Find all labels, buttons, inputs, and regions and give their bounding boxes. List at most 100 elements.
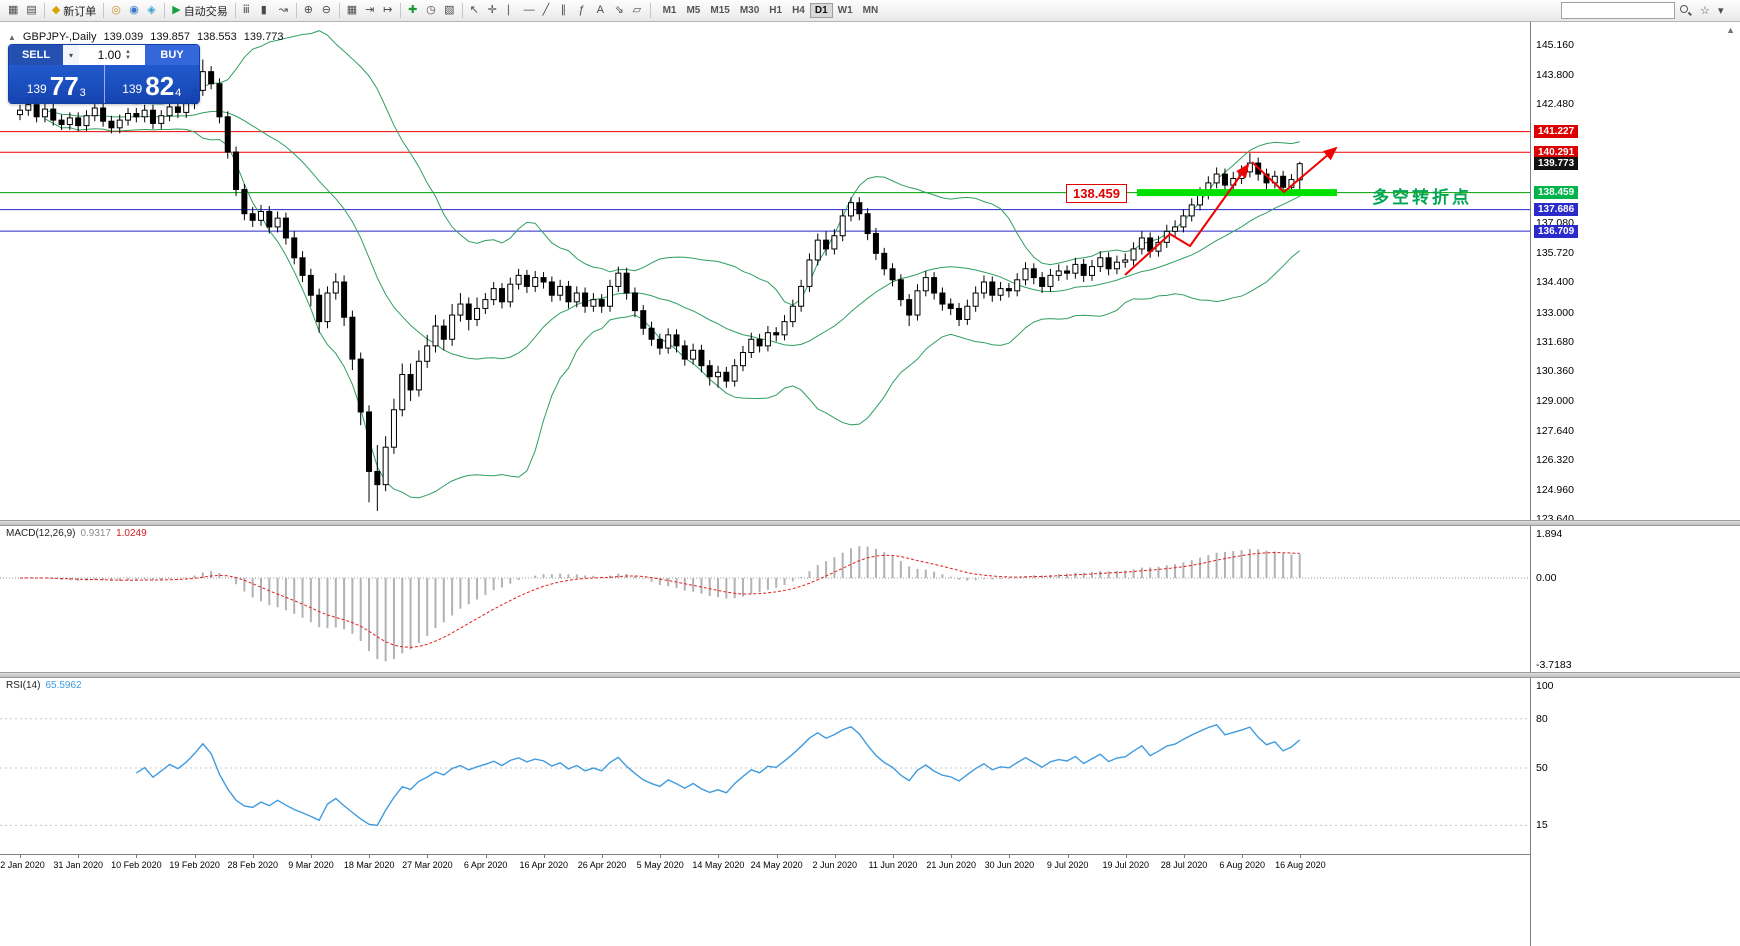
volume-box: ▲▼ bbox=[79, 45, 145, 65]
timeframe-m30[interactable]: M30 bbox=[735, 3, 764, 18]
auto-scroll-button[interactable]: ⇥ bbox=[361, 2, 379, 20]
support-price-label[interactable]: 138.459 bbox=[1066, 183, 1127, 203]
sell-price[interactable]: 139 77 3 bbox=[9, 65, 105, 103]
periods-button[interactable]: ◷ bbox=[422, 2, 440, 20]
date-label: 16 Apr 2020 bbox=[519, 860, 569, 870]
timeframe-m1[interactable]: M1 bbox=[658, 3, 682, 18]
buy-price[interactable]: 139 82 4 bbox=[105, 65, 200, 103]
rsi-panel[interactable] bbox=[0, 678, 1530, 854]
zoom-in-button[interactable]: ⊕ bbox=[300, 2, 318, 20]
date-label: 16 Aug 2020 bbox=[1275, 860, 1326, 870]
new-chart-button[interactable]: ▦ bbox=[4, 2, 22, 20]
timeframe-mn[interactable]: MN bbox=[858, 3, 884, 18]
shapes-button[interactable]: ▱ bbox=[629, 2, 647, 20]
fibonacci-button[interactable]: ƒ bbox=[575, 2, 593, 20]
search-input[interactable] bbox=[1561, 2, 1675, 19]
sell-button[interactable]: SELL bbox=[9, 45, 63, 65]
profiles-button[interactable]: ▤ bbox=[22, 2, 40, 20]
templates-button[interactable]: ▧ bbox=[440, 2, 458, 20]
volume-dropdown[interactable]: ▾ bbox=[63, 45, 80, 65]
date-label: 5 May 2020 bbox=[636, 860, 684, 870]
channel-button[interactable]: ∥ bbox=[557, 2, 575, 20]
ohlc-open: 139.039 bbox=[103, 31, 144, 43]
macd-panel[interactable] bbox=[0, 526, 1530, 672]
new-order-button[interactable]: ◆ 新订单 bbox=[48, 2, 100, 20]
macd-value: 0.9317 bbox=[80, 528, 112, 539]
date-label: 2 Jun 2020 bbox=[812, 860, 858, 870]
date-label: 26 Apr 2020 bbox=[577, 860, 627, 870]
line-chart-button[interactable]: ↝ bbox=[275, 2, 293, 20]
price-chart[interactable] bbox=[0, 22, 1530, 520]
market-watch-button[interactable]: ◎ bbox=[107, 2, 125, 20]
chart-shift-icon: ↦ bbox=[383, 4, 393, 16]
horizontal-line-icon: ― bbox=[523, 4, 535, 16]
volume-spinner[interactable]: ▲ ▼ bbox=[125, 49, 131, 61]
data-window-icon: ◉ bbox=[129, 4, 139, 16]
tile-windows-button[interactable]: ▦ bbox=[343, 2, 361, 20]
time-axis[interactable]: 22 Jan 2020 31 Jan 2020 10 Feb 2020 19 Feb … bbox=[0, 854, 1530, 876]
buy-button[interactable]: BUY bbox=[145, 45, 199, 65]
trendline-button[interactable]: ╱ bbox=[539, 2, 557, 20]
vertical-line-button[interactable]: ∣ bbox=[502, 2, 520, 20]
buy-price-sup: 4 bbox=[175, 87, 182, 99]
timeframe-w1[interactable]: W1 bbox=[833, 3, 858, 18]
panel-separator[interactable] bbox=[0, 672, 1740, 678]
layout-menu-button[interactable]: ▾ bbox=[1714, 2, 1732, 20]
one-click-toggle-icon[interactable]: ▲ bbox=[8, 32, 16, 42]
horizontal-line-button[interactable]: ― bbox=[520, 2, 539, 20]
panel-separator[interactable] bbox=[0, 520, 1740, 526]
text-button[interactable]: A bbox=[593, 2, 611, 20]
date-label: 28 Feb 2020 bbox=[227, 860, 279, 870]
rsi-scale-15: 15 bbox=[1536, 819, 1548, 832]
timeframe-h4[interactable]: H4 bbox=[787, 3, 810, 18]
toolbar-search-area: ☆ ▾ bbox=[1561, 2, 1732, 20]
arrows-icon: ⇘ bbox=[614, 4, 624, 16]
price-axis[interactable]: 145.160 143.800 142.480 141.227 140.291 139.7… bbox=[1530, 22, 1740, 946]
navigator-button[interactable]: ◈ bbox=[143, 2, 161, 20]
macd-label: MACD(12,26,9) 0.9317 1.0249 bbox=[6, 528, 147, 539]
rsi-scale-80: 80 bbox=[1536, 712, 1548, 725]
chart-window: ▲ GBPJPY-,Daily 139.039 139.857 138.553 … bbox=[0, 22, 1740, 946]
timeframe-m15[interactable]: M15 bbox=[705, 3, 734, 18]
date-label: 27 Mar 2020 bbox=[402, 860, 453, 870]
zoom-out-icon: ⊖ bbox=[321, 4, 331, 16]
bar-chart-button[interactable]: ⅲ bbox=[239, 2, 257, 20]
toolbar-separator bbox=[103, 3, 105, 18]
cursor-button[interactable]: ↖ bbox=[466, 2, 484, 20]
chart-shift-button[interactable]: ↦ bbox=[379, 2, 397, 20]
text-icon: A bbox=[596, 4, 604, 16]
profiles-icon: ▤ bbox=[26, 4, 37, 16]
timeframe-m5[interactable]: M5 bbox=[681, 3, 705, 18]
favorites-button[interactable]: ☆ bbox=[1696, 2, 1714, 20]
scroll-up-icon[interactable]: ▲ bbox=[1726, 25, 1735, 35]
arrows-button[interactable]: ⇘ bbox=[611, 2, 629, 20]
date-label: 19 Jul 2020 bbox=[1102, 860, 1150, 870]
date-label: 21 Jun 2020 bbox=[926, 860, 976, 870]
indicators-button[interactable]: ✚ bbox=[404, 2, 422, 20]
autotrading-button[interactable]: ▶ 自动交易 bbox=[168, 2, 231, 20]
buy-price-small: 139 bbox=[122, 81, 143, 96]
vertical-line-icon: ∣ bbox=[505, 4, 512, 16]
toolbar-separator bbox=[295, 3, 297, 18]
macd-scale--3.7183: -3.7183 bbox=[1536, 658, 1572, 671]
tile-windows-icon: ▦ bbox=[346, 4, 358, 16]
zoom-out-button[interactable]: ⊖ bbox=[318, 2, 336, 20]
volume-input[interactable] bbox=[79, 47, 124, 63]
price-tick-138.459: 138.459 bbox=[1534, 186, 1579, 200]
data-window-button[interactable]: ◉ bbox=[125, 2, 143, 20]
date-tick bbox=[20, 855, 21, 858]
timeframe-d1[interactable]: D1 bbox=[809, 3, 833, 18]
price-tick-126.320: 126.320 bbox=[1536, 453, 1574, 466]
trendline-icon: ╱ bbox=[542, 4, 550, 16]
crosshair-button[interactable]: ✛ bbox=[484, 2, 502, 20]
date-label: 9 Jul 2020 bbox=[1046, 860, 1089, 870]
candlestick-chart-button[interactable]: ▮ bbox=[257, 2, 275, 20]
candlestick-chart-icon: ▮ bbox=[260, 4, 267, 16]
search-icon[interactable] bbox=[1679, 4, 1692, 17]
date-tick bbox=[660, 855, 662, 858]
date-tick bbox=[427, 855, 429, 858]
buy-price-big: 82 bbox=[145, 71, 175, 101]
market-watch-icon: ◎ bbox=[111, 4, 121, 16]
timeframe-h1[interactable]: H1 bbox=[764, 3, 787, 18]
